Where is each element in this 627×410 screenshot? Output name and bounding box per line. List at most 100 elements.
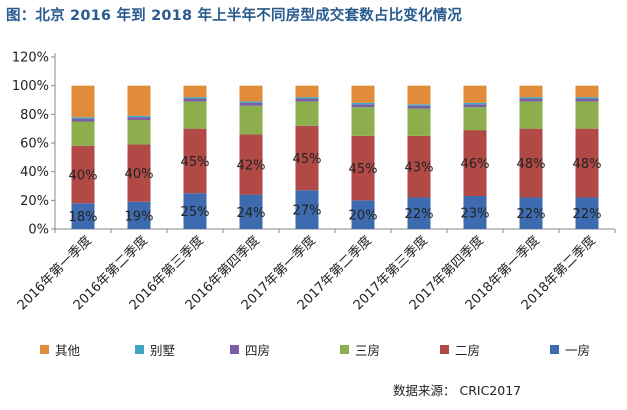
bar-segment-其他-4 (239, 85, 263, 102)
bar-segment-二房-5 (295, 125, 319, 191)
data-label-一房-4: 24% (237, 206, 266, 221)
bar-segment-别墅-2 (127, 115, 151, 118)
data-label-二房-7: 43% (405, 161, 434, 176)
legend-swatch (340, 345, 349, 354)
bar-segment-四房-10 (575, 98, 599, 102)
data-label-一房-7: 22% (405, 207, 434, 222)
bar-segment-三房-7 (407, 108, 431, 136)
bar-segment-其他-8 (463, 85, 487, 103)
y-tick-label: 120% (12, 51, 49, 66)
legend-item: 别墅 (135, 340, 175, 359)
bar-segment-二房-2 (127, 144, 151, 202)
data-label-二房-3: 45% (181, 155, 210, 170)
bar-segment-二房-9 (519, 128, 543, 198)
data-label-一房-8: 23% (461, 207, 490, 222)
bar-segment-别墅-7 (407, 104, 431, 106)
bar-segment-二房-6 (351, 135, 375, 201)
legend-item: 三房 (340, 340, 380, 359)
legend-label: 其他 (55, 343, 81, 358)
bar-segment-三房-9 (519, 101, 543, 129)
bar-segment-一房-9 (519, 197, 543, 229)
bar-segment-其他-3 (183, 85, 207, 98)
legend-label: 别墅 (150, 343, 176, 358)
legend-item: 其他 (40, 340, 80, 359)
bar-segment-别墅-6 (351, 102, 375, 105)
bar-segment-四房-5 (295, 98, 319, 102)
legend-label: 三房 (355, 343, 381, 358)
data-label-一房-2: 19% (125, 209, 154, 224)
legend-swatch (40, 345, 49, 354)
data-source-note: 数据来源： CRIC2017 (393, 383, 522, 398)
bar-segment-二房-3 (183, 128, 207, 194)
bar-segment-其他-6 (351, 85, 375, 103)
bar-segment-其他-1 (71, 85, 95, 118)
bar-segment-三房-8 (463, 107, 487, 131)
legend-label: 一房 (565, 343, 591, 358)
bar-segment-三房-3 (183, 101, 207, 129)
bar-segment-二房-1 (71, 145, 95, 204)
bar-segment-别墅-1 (71, 117, 95, 119)
chart-legend: 其他 别墅 四房 三房 二房 一房 (40, 340, 620, 360)
y-tick-label: 100% (12, 79, 49, 94)
legend-swatch (230, 345, 239, 354)
chart-title: 图：北京 2016 年到 2018 年上半年不同房型成交套数占比变化情况 (6, 8, 463, 24)
legend-label: 四房 (245, 343, 271, 358)
bar-segment-四房-3 (183, 98, 207, 102)
legend-item: 一房 (550, 340, 590, 359)
bar-segment-别墅-4 (239, 101, 263, 103)
data-label-二房-10: 48% (573, 157, 602, 172)
y-tick-label: 0% (28, 223, 49, 238)
legend-item: 二房 (440, 340, 480, 359)
bar-segment-其他-10 (575, 85, 599, 98)
data-label-二房-1: 40% (69, 169, 98, 184)
legend-swatch (550, 345, 559, 354)
data-label-一房-9: 22% (517, 207, 546, 222)
bar-segment-别墅-10 (575, 97, 599, 99)
legend-swatch (135, 345, 144, 354)
bar-segment-三房-10 (575, 101, 599, 129)
bar-segment-一房-4 (239, 194, 263, 229)
data-label-一房-1: 18% (69, 210, 98, 225)
bar-segment-其他-9 (519, 85, 543, 98)
y-tick-label: 80% (20, 108, 49, 123)
data-label-一房-6: 20% (349, 209, 378, 224)
data-label-二房-9: 48% (517, 157, 546, 172)
bar-segment-三房-5 (295, 101, 319, 126)
bar-segment-其他-7 (407, 85, 431, 105)
data-label-一房-10: 22% (573, 207, 602, 222)
bar-segment-其他-2 (127, 85, 151, 116)
bar-segment-一房-1 (71, 203, 95, 229)
bar-segment-别墅-9 (519, 97, 543, 99)
y-tick-label: 60% (20, 137, 49, 152)
bar-segment-四房-6 (351, 104, 375, 108)
bar-segment-一房-6 (351, 200, 375, 229)
legend-label: 二房 (455, 343, 481, 358)
bar-segment-别墅-5 (295, 97, 319, 99)
bar-segment-四房-7 (407, 105, 431, 109)
data-label-二房-5: 45% (293, 152, 322, 167)
data-label-二房-4: 42% (237, 159, 266, 174)
bar-segment-一房-7 (407, 197, 431, 229)
legend-swatch (440, 345, 449, 354)
bar-segment-其他-5 (295, 85, 319, 98)
bar-segment-二房-10 (575, 128, 599, 198)
bar-segment-三房-2 (127, 120, 151, 145)
bar-segment-二房-8 (463, 130, 487, 197)
bar-segment-三房-1 (71, 121, 95, 146)
bar-segment-一房-2 (127, 201, 151, 229)
bar-segment-四房-8 (463, 104, 487, 108)
bar-segment-一房-5 (295, 190, 319, 229)
bar-segment-一房-8 (463, 196, 487, 229)
bar-segment-四房-2 (127, 117, 151, 121)
bar-segment-四房-4 (239, 102, 263, 106)
bar-segment-一房-10 (575, 197, 599, 229)
legend-item: 四房 (230, 340, 270, 359)
bar-segment-别墅-8 (463, 102, 487, 105)
y-tick-label: 40% (20, 165, 49, 180)
data-label-一房-5: 27% (293, 204, 322, 219)
bar-segment-四房-9 (519, 98, 543, 102)
bar-segment-四房-1 (71, 118, 95, 122)
bar-segment-别墅-3 (183, 97, 207, 99)
bar-segment-三房-4 (239, 105, 263, 135)
